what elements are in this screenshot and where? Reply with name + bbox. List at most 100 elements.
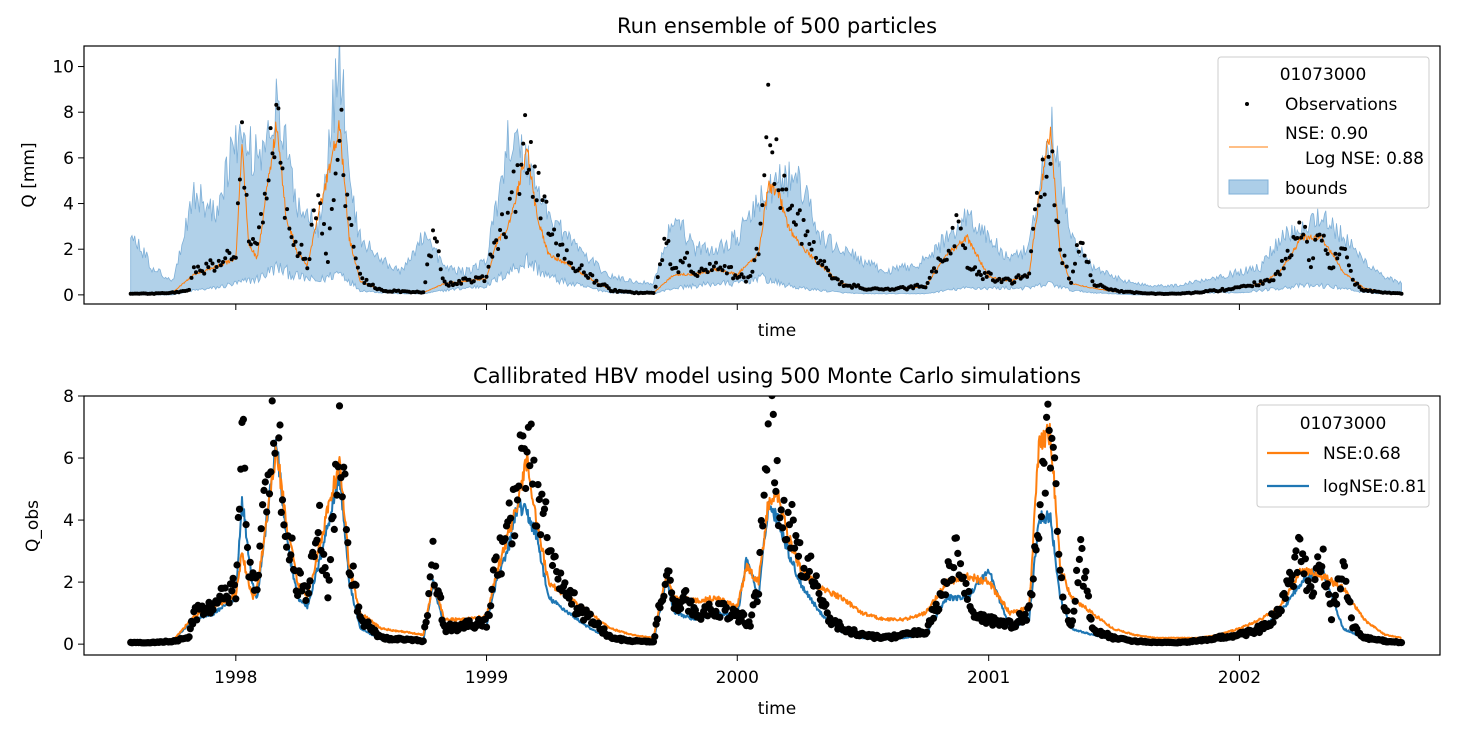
- observation-point: [343, 204, 348, 209]
- observation-point: [1289, 253, 1294, 258]
- observation-point: [1311, 256, 1316, 261]
- observation-point: [291, 243, 296, 247]
- observation-point: [1333, 251, 1338, 256]
- observation-point: [322, 222, 326, 226]
- observation-point: [750, 269, 755, 274]
- observation-point: [809, 247, 814, 252]
- observation-point: [1060, 261, 1065, 266]
- observation-point: [1331, 591, 1339, 600]
- observation-point: [680, 260, 685, 265]
- observation-point: [221, 584, 229, 592]
- observation-point: [952, 244, 957, 249]
- observation-point: [944, 257, 949, 262]
- observation-point: [594, 619, 603, 627]
- observation-point: [210, 261, 215, 266]
- observation-point: [189, 275, 194, 280]
- observation-point: [496, 247, 501, 251]
- observation-point: [929, 614, 938, 623]
- observation-point: [311, 208, 316, 213]
- observation-point: [1269, 618, 1277, 627]
- observation-point: [1021, 610, 1029, 618]
- observation-point: [766, 82, 771, 87]
- observation-point: [526, 462, 534, 470]
- observation-point: [1071, 597, 1079, 605]
- observation-point: [756, 548, 764, 557]
- observation-point: [975, 272, 979, 277]
- observation-point: [484, 274, 489, 279]
- observation-point: [194, 270, 198, 275]
- observation-point: [313, 536, 321, 544]
- observation-point: [1041, 489, 1049, 497]
- observation-point: [554, 575, 562, 583]
- observation-point: [1080, 241, 1085, 246]
- observation-point: [705, 270, 710, 275]
- observation-point: [270, 439, 278, 447]
- observation-point: [801, 218, 806, 222]
- observation-point: [1025, 602, 1033, 610]
- observation-point: [1323, 248, 1328, 253]
- observation-point: [999, 280, 1004, 285]
- top-legend-nse-label: NSE: 0.90: [1285, 124, 1368, 144]
- observation-point: [1088, 273, 1093, 278]
- observation-point: [432, 562, 440, 570]
- observation-point: [1275, 269, 1280, 274]
- observation-point: [355, 265, 360, 270]
- observation-point: [530, 194, 535, 199]
- observation-point: [1289, 582, 1298, 591]
- observation-point: [676, 270, 681, 275]
- observation-point: [1049, 443, 1057, 451]
- observation-point: [952, 534, 961, 542]
- observation-point: [487, 602, 495, 610]
- y-tick-label: 2: [63, 240, 74, 260]
- bottom-chart-title: Callibrated HBV model using 500 Monte Ca…: [473, 364, 1081, 388]
- top-legend-bounds-patch: [1228, 179, 1269, 195]
- observation-point: [776, 514, 784, 522]
- observation-point: [988, 271, 993, 276]
- observation-point: [527, 167, 531, 172]
- observation-point: [752, 258, 757, 263]
- observation-point: [677, 605, 685, 613]
- observation-point: [422, 618, 430, 626]
- observation-point: [244, 192, 249, 197]
- observation-point: [235, 201, 240, 206]
- observation-point: [239, 415, 247, 423]
- observation-point: [270, 151, 275, 156]
- observation-point: [815, 589, 823, 598]
- observation-point: [1056, 220, 1061, 225]
- observation-point: [796, 539, 804, 547]
- observation-point: [341, 470, 349, 478]
- observation-point: [342, 526, 350, 534]
- observation-point: [923, 285, 928, 290]
- observation-point: [533, 522, 541, 530]
- observation-point: [1066, 276, 1071, 281]
- observation-point: [480, 274, 485, 279]
- observation-point: [283, 543, 291, 551]
- observation-point: [1051, 454, 1059, 462]
- observation-point: [254, 571, 263, 579]
- observation-point: [515, 163, 520, 168]
- observation-point: [423, 612, 432, 620]
- observation-point: [1046, 464, 1055, 472]
- observation-point: [1079, 582, 1087, 590]
- observation-point: [722, 603, 731, 612]
- observation-point: [1029, 249, 1034, 254]
- observation-point: [1082, 567, 1090, 576]
- observation-point: [1038, 195, 1043, 199]
- observation-point: [932, 266, 936, 271]
- x-tick-label: 1999: [465, 668, 508, 688]
- observation-point: [1068, 617, 1077, 625]
- observation-point: [1281, 594, 1289, 603]
- observation-point: [766, 387, 773, 394]
- bottom-y-ticks: 0 2 4 6 8: [63, 387, 84, 655]
- observation-point: [1331, 265, 1336, 270]
- observation-point: [330, 525, 338, 534]
- observation-point: [442, 279, 447, 284]
- observation-point: [687, 263, 692, 268]
- observation-point: [800, 564, 808, 572]
- observation-point: [253, 586, 261, 594]
- observation-point: [794, 552, 803, 560]
- observation-point: [653, 284, 658, 289]
- observation-point: [1081, 574, 1089, 582]
- observation-point: [748, 611, 756, 619]
- observation-point: [497, 570, 505, 578]
